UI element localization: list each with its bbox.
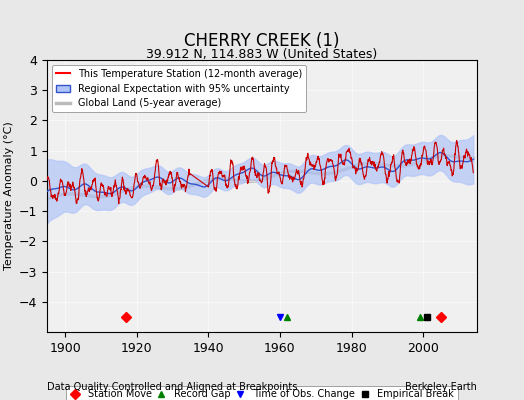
- Text: Data Quality Controlled and Aligned at Breakpoints: Data Quality Controlled and Aligned at B…: [47, 382, 298, 392]
- Text: Berkeley Earth: Berkeley Earth: [405, 382, 477, 392]
- Text: 39.912 N, 114.883 W (United States): 39.912 N, 114.883 W (United States): [146, 48, 378, 61]
- Text: CHERRY CREEK (1): CHERRY CREEK (1): [184, 32, 340, 50]
- Legend: Station Move, Record Gap, Time of Obs. Change, Empirical Break: Station Move, Record Gap, Time of Obs. C…: [66, 386, 458, 400]
- Y-axis label: Temperature Anomaly (°C): Temperature Anomaly (°C): [4, 122, 14, 270]
